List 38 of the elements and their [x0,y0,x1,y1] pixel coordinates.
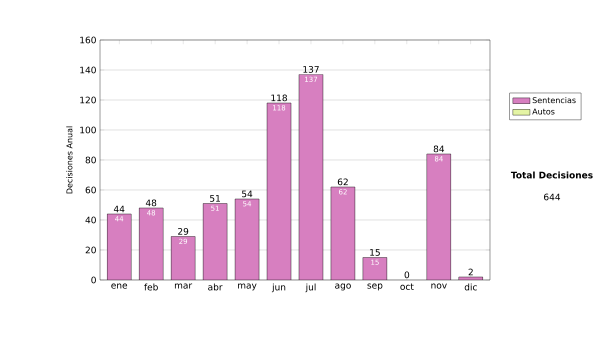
x-tick-label: mar [174,284,192,289]
x-tick-label: ene [111,284,128,289]
x-tick-label: oct [400,284,414,290]
total-label: 118 [271,94,287,102]
total-label: 15 [370,249,380,256]
y-axis-title: Decisiones Anual [66,126,72,194]
x-tick-label: ago [335,284,351,290]
total-label: 84 [434,145,444,152]
x-tick-label: feb [144,284,158,290]
total-label: 0 [404,271,410,278]
total-label: 2 [468,268,473,276]
total-label: 44 [114,206,124,212]
y-tick-label: 140 [80,66,96,74]
total-label: 54 [242,190,252,198]
x-tick-label: nov [431,284,447,289]
text: 644 [544,194,560,200]
x-tick-label: jun [272,284,286,292]
y-tick-label: 20 [86,246,96,254]
total-label: 51 [210,195,220,202]
legend-label: Autos [532,108,555,115]
text: Total Decisiones [510,172,593,178]
x-tick-label: may [238,284,257,290]
total-label: 48 [146,199,156,206]
y-tick-label: 40 [85,216,96,224]
y-tick-label: 160 [80,36,96,44]
total-label: 137 [303,66,319,73]
x-tick-label: sep [367,284,382,290]
y-tick-label: 120 [80,96,96,104]
y-tick-label: 0 [91,276,96,284]
x-tick-label: jul [305,284,316,292]
y-tick-label: 100 [80,126,96,134]
x-tick-label: dic [464,284,477,290]
x-tick-label: abr [208,284,223,290]
legend-label: Sentencias [532,97,576,104]
total-label: 29 [178,228,188,235]
total-label: 62 [338,178,348,186]
y-tick-label: 60 [86,186,96,194]
y-tick-label: 80 [86,156,96,164]
